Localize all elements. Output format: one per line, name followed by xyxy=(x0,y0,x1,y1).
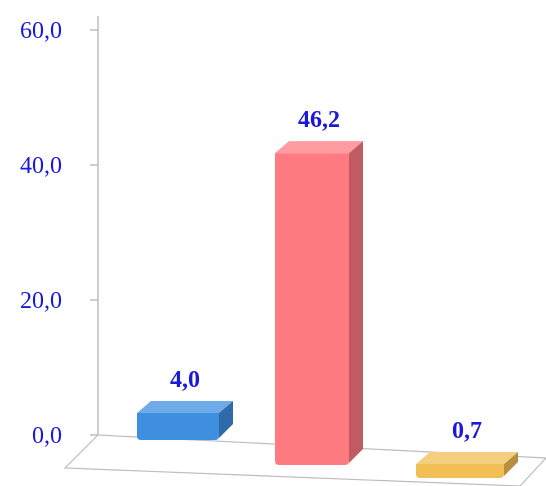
bar-top-face xyxy=(275,141,363,154)
bar xyxy=(416,452,518,478)
data-label: 4,0 xyxy=(170,367,200,393)
bar-side-face xyxy=(349,141,363,463)
y-axis-ticks: 0,0 20,0 40,0 60,0 xyxy=(20,18,98,449)
data-label: 46,2 xyxy=(298,107,340,133)
bar-top-face xyxy=(416,452,518,464)
bar xyxy=(275,141,363,465)
data-label-group: 4,0 46,2 0,7 xyxy=(170,107,482,444)
floor-outline xyxy=(63,434,546,486)
y-tick-label: 20,0 xyxy=(20,288,62,314)
y-tick-label: 60,0 xyxy=(20,18,62,44)
data-label: 0,7 xyxy=(452,418,482,444)
y-tick-label: 0,0 xyxy=(32,423,62,449)
bar-front-face xyxy=(416,464,504,478)
bar-side-face xyxy=(219,401,233,438)
bar-group xyxy=(137,141,518,478)
bar-front-face xyxy=(275,153,349,465)
bar xyxy=(137,401,233,440)
bar-front-face xyxy=(137,413,219,440)
y-tick-label: 40,0 xyxy=(20,153,62,179)
bar-top-face xyxy=(137,401,233,413)
bar-side-face xyxy=(504,452,518,476)
